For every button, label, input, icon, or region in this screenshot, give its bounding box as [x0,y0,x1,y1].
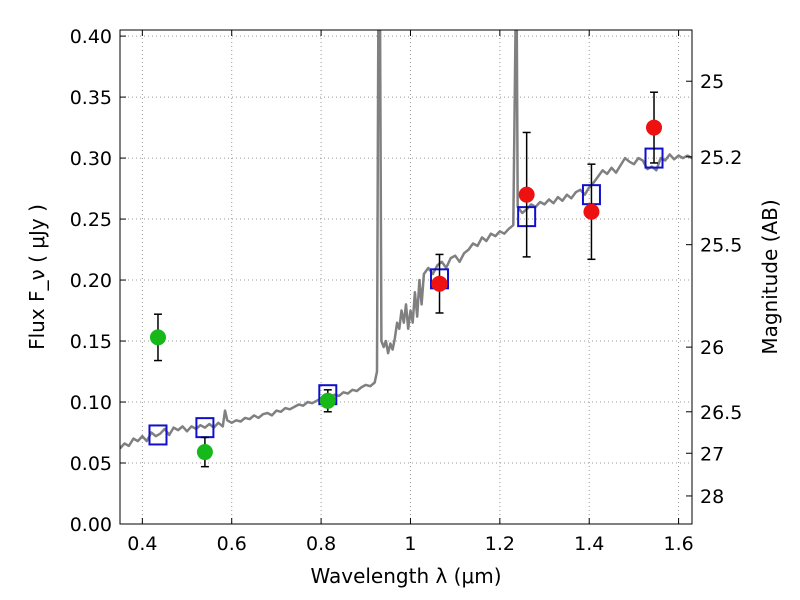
red-data-point [518,186,535,203]
red-data-point [431,275,448,292]
green-data-point [196,444,213,461]
x-tick-label: 1.6 [663,533,693,555]
model-square-marker [148,424,168,446]
y-tick-label: 0.05 [70,453,112,475]
y-tick-label: 0.40 [70,26,112,48]
y-tick-label: 0.30 [70,148,112,170]
x-tick-label: 1 [404,533,416,555]
y2-tick-label: 26.5 [700,402,742,424]
y2-tick-label: 27 [700,443,724,465]
y-tick-label: 0.25 [70,209,112,231]
x-tick-label: 1.2 [485,533,515,555]
y-tick-label: 0.35 [70,87,112,109]
x-tick-label: 0.8 [306,533,336,555]
y-tick-label: 0.00 [70,514,112,536]
model-spectrum [120,30,692,450]
y2-tick-label: 26 [700,337,724,359]
y2-axis-label: Magnitude (AB) [758,199,782,354]
y-axis-label: Flux F_ν ( μJy ) [25,204,49,350]
x-tick-label: 0.6 [217,533,247,555]
red-data-point [646,119,663,136]
y-tick-label: 0.10 [70,392,112,414]
y-tick-label: 0.20 [70,270,112,292]
x-tick-label: 1.4 [574,533,604,555]
y2-tick-label: 25.2 [700,147,742,169]
data-markers [148,91,664,468]
y2-tick-label: 25 [700,71,724,93]
green-data-point [149,329,166,346]
y2-tick-label: 25.5 [700,235,742,257]
y-tick-label: 0.15 [70,331,112,353]
y2-tick-label: 28 [700,486,724,508]
green-data-point [319,392,336,409]
x-tick-label: 0.4 [127,533,157,555]
model-spectrum-line [120,30,692,450]
axis-ticks: 0.4 0.6 0.8 1 1.2 1.4 1.6 0.00 0.05 0.10 0.15 0.20 0… [70,26,743,555]
x-axis-label: Wavelength λ (μm) [310,564,501,588]
red-data-point [583,203,600,220]
plot-frame [119,29,693,525]
